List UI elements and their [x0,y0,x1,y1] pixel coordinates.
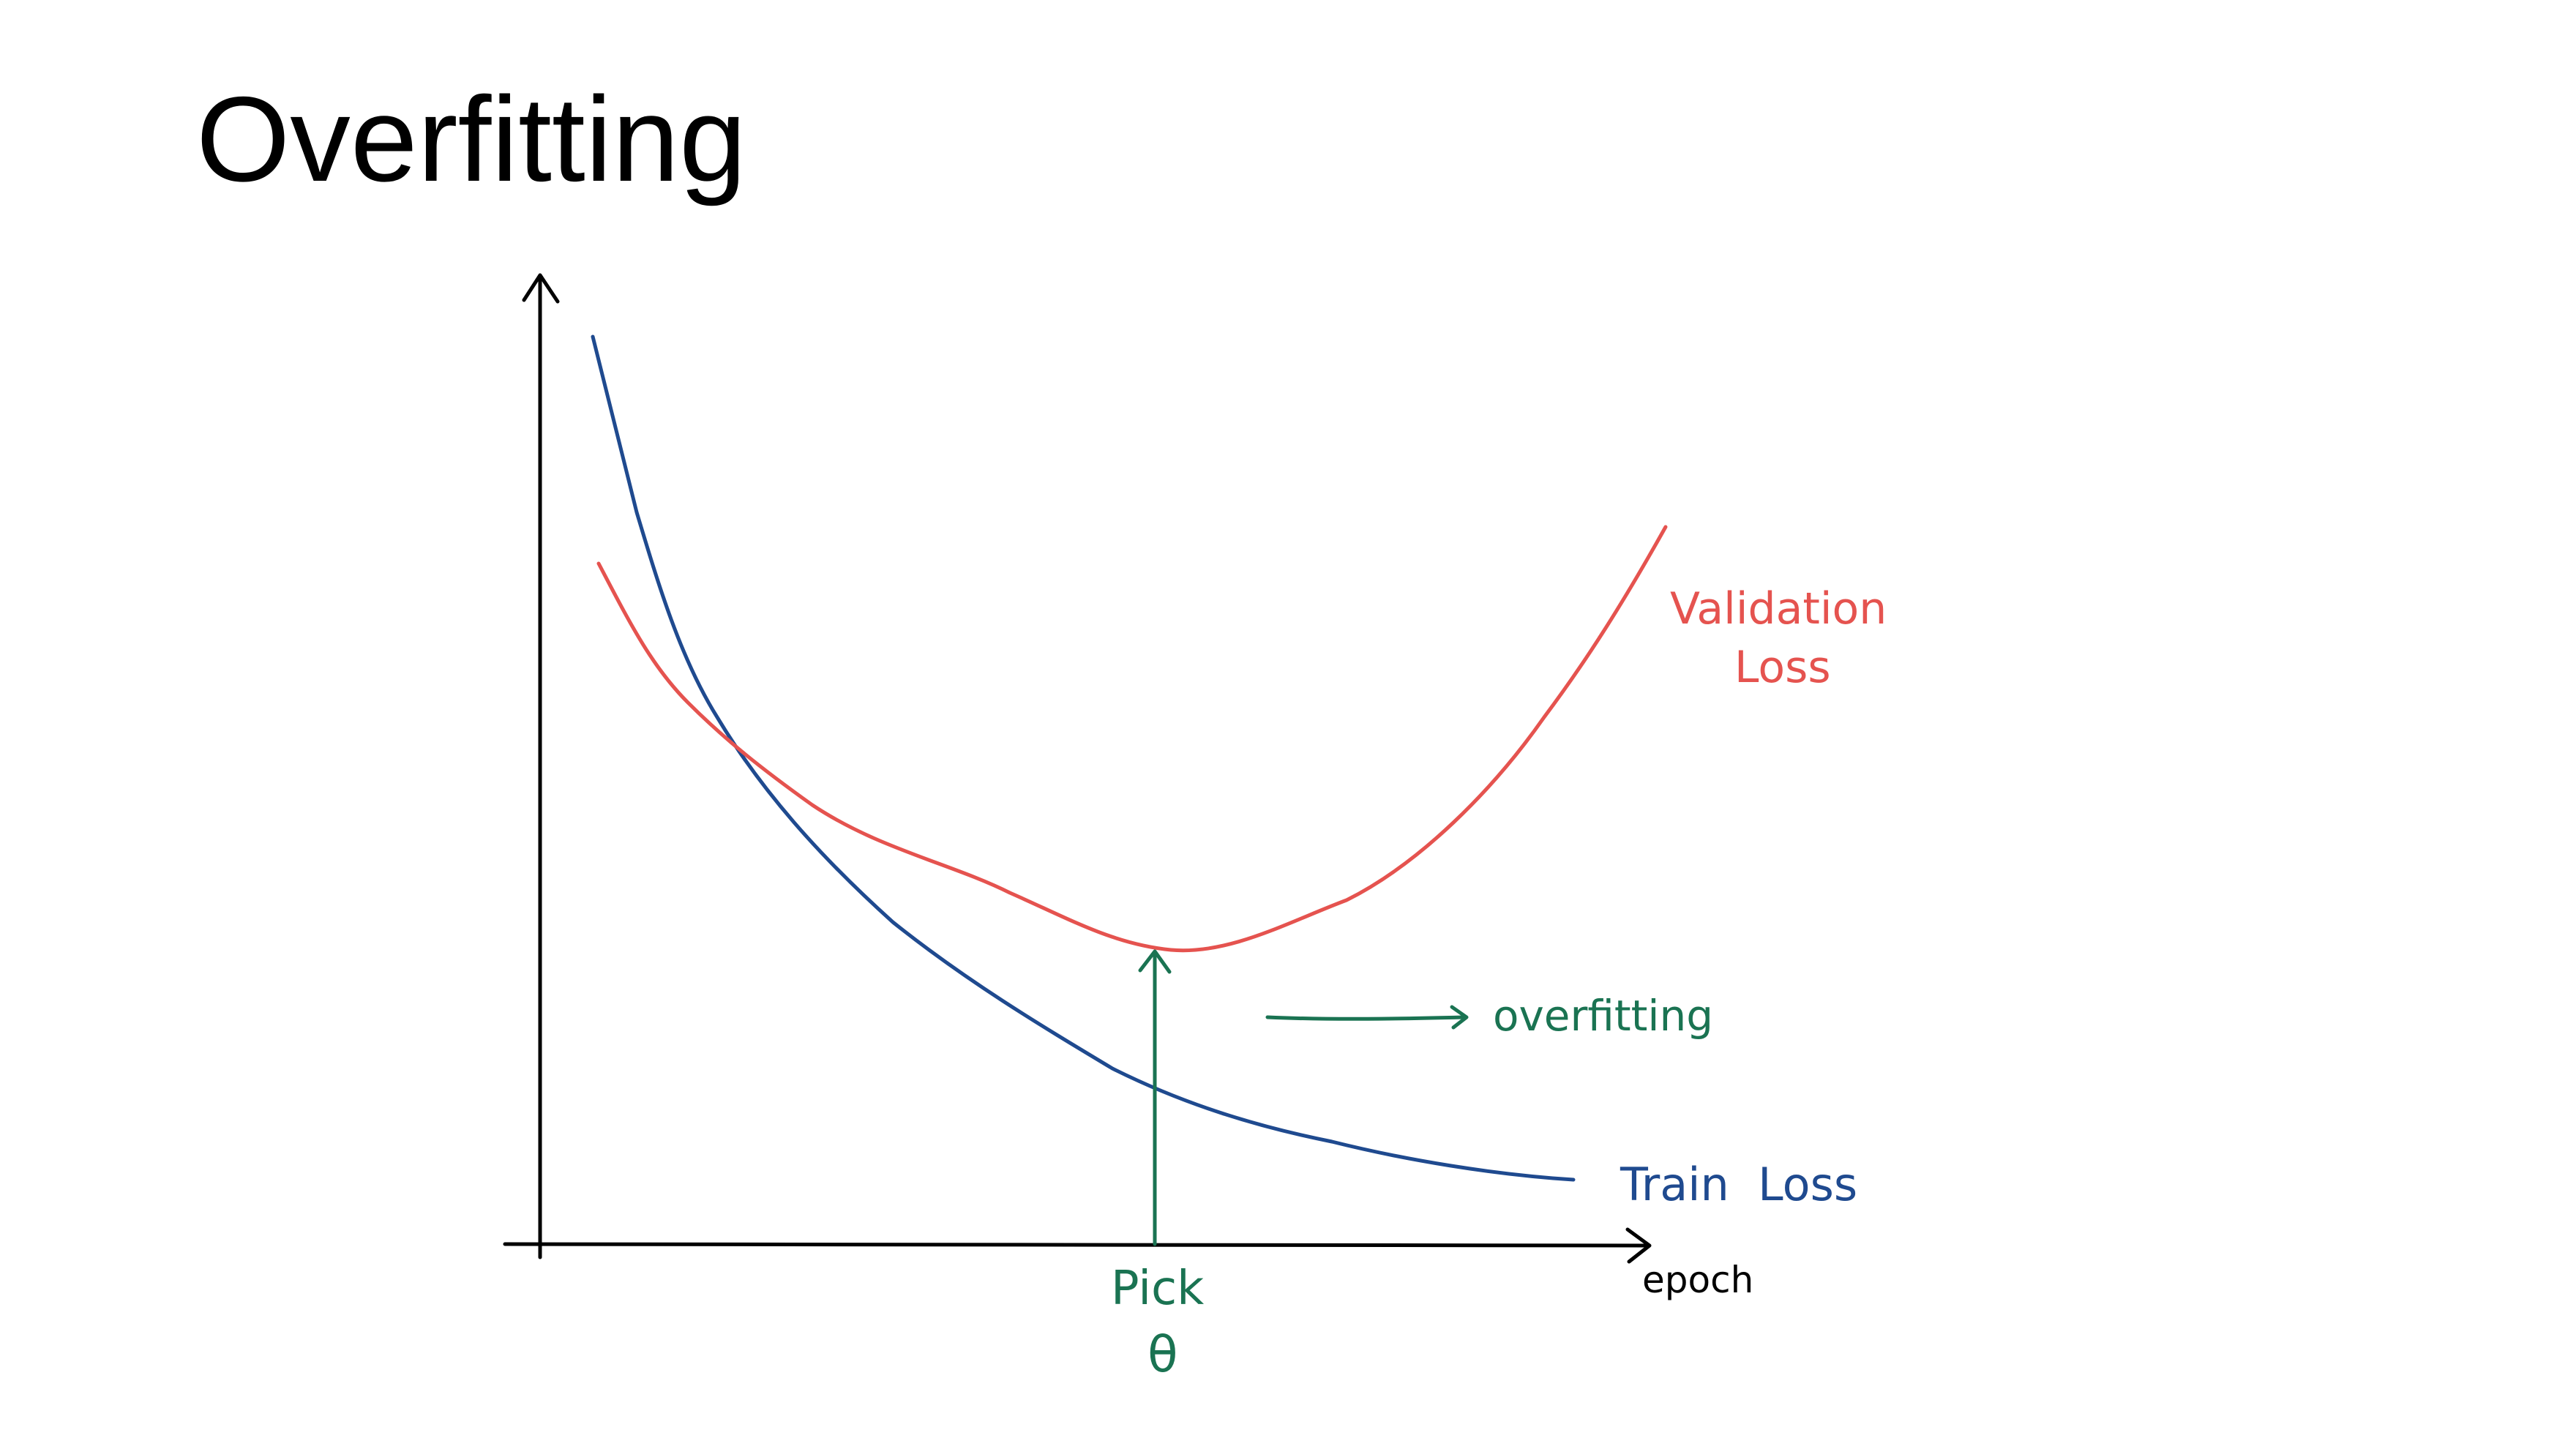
overfitting-arrow [1265,1005,1469,1030]
validation-loss-label-line2: Loss [1734,642,1831,693]
pick-label: Pick [1111,1262,1204,1316]
y-axis-arrowhead [522,273,560,304]
train-loss-label: Train Loss [1620,1158,1857,1211]
validation-loss-curve [596,525,1668,953]
theta-label: θ [1147,1326,1178,1384]
axes [503,273,1652,1264]
overfitting-arrow-head [1450,1005,1469,1030]
overfitting-arrow-label: overfitting [1493,991,1713,1041]
validation-loss-label-line1: Validation [1670,583,1887,634]
train-loss-curve [591,334,1576,1182]
overfitting-arrow-shaft [1265,1015,1466,1021]
pick-arrow [1138,949,1172,1246]
pick-arrow-head [1138,949,1172,974]
x-axis [503,1242,1649,1248]
x-axis-label: epoch [1642,1259,1753,1301]
slide-title: Overfitting [196,72,746,206]
x-axis-arrowhead [1625,1227,1652,1264]
